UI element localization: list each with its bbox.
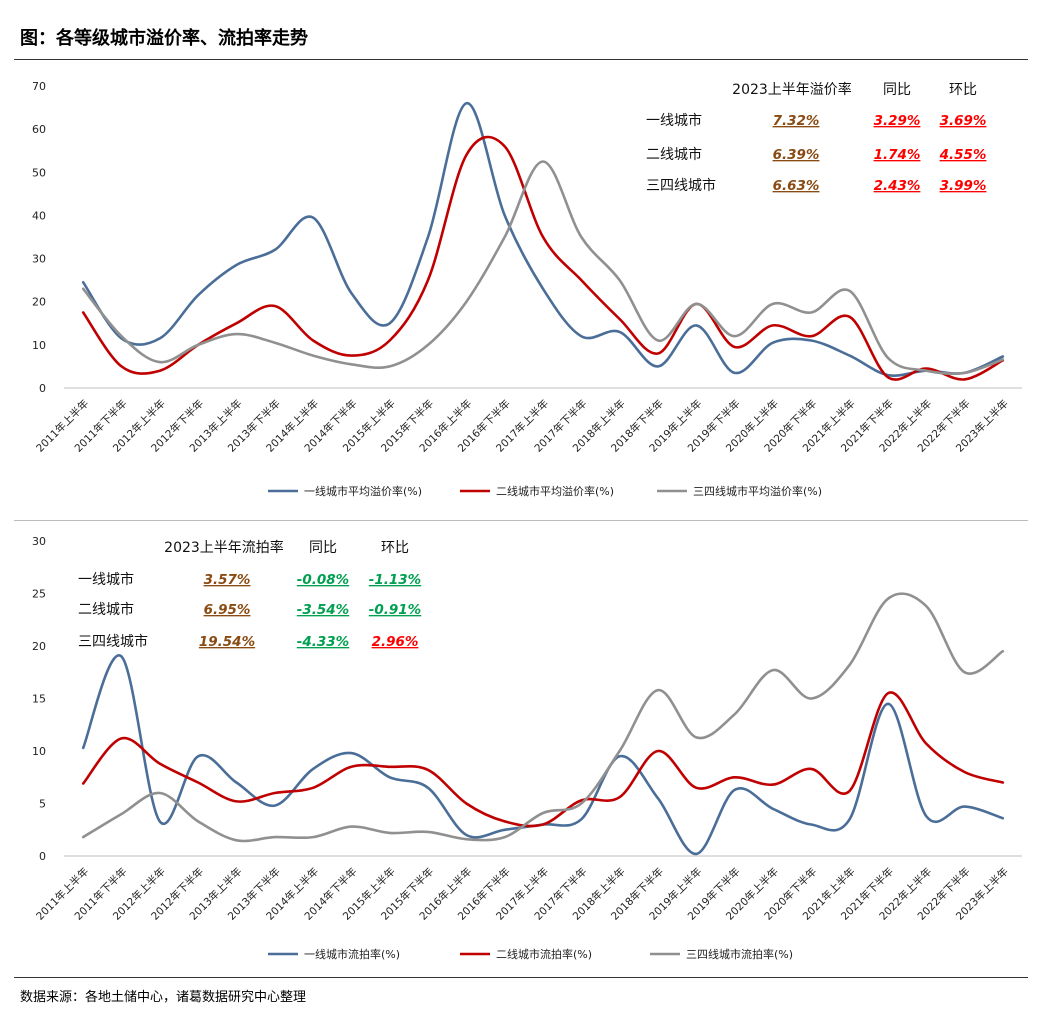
table-mom-value: 2.96% — [372, 634, 419, 650]
legend-label: 一线城市流拍率(%) — [304, 947, 400, 961]
figure-title: 图：各等级城市溢价率、流拍率走势 — [20, 28, 308, 49]
y-tick-label: 30 — [32, 253, 46, 266]
legend-label: 二线城市平均溢价率(%) — [496, 484, 614, 498]
table-mom-value: 3.69% — [940, 113, 987, 129]
y-tick-label: 20 — [32, 640, 46, 653]
y-tick-label: 20 — [32, 296, 46, 309]
legend-label: 三四线城市平均溢价率(%) — [693, 484, 822, 498]
bottom-rule — [14, 977, 1028, 978]
y-tick-label: 60 — [32, 123, 46, 136]
y-tick-label: 5 — [39, 798, 46, 811]
table-rate-value: 3.57% — [204, 572, 251, 588]
y-tick-label: 30 — [32, 535, 46, 548]
table-yoy-value: 2.43% — [874, 178, 921, 194]
series-line-3 — [81, 160, 1005, 376]
middle-rule — [14, 520, 1028, 521]
table-header-yoy: 同比 — [309, 540, 337, 556]
table-city: 二线城市 — [646, 146, 702, 163]
table-city: 三四线城市 — [78, 633, 148, 650]
series-line-2 — [81, 135, 1005, 381]
chart-1: 0102030405060702011年上半年2011年下半年2012年上半年2… — [32, 80, 1022, 498]
table-header-yoy: 同比 — [883, 82, 911, 98]
legend-label: 一线城市平均溢价率(%) — [304, 484, 422, 498]
table-rate-value: 6.95% — [204, 602, 251, 618]
table-city: 二线城市 — [78, 601, 134, 618]
table-rate-value: 6.63% — [773, 178, 820, 194]
table-mom-value: -0.91% — [369, 602, 421, 618]
table-header-rate: 2023上半年溢价率 — [732, 81, 852, 98]
y-tick-label: 50 — [32, 166, 46, 179]
table-city: 三四线城市 — [646, 177, 716, 194]
series-line-3 — [81, 592, 1005, 843]
y-tick-label: 40 — [32, 209, 46, 222]
table-header-mom: 环比 — [381, 540, 409, 556]
table-mom-value: 3.99% — [940, 178, 987, 194]
y-tick-label: 10 — [32, 745, 46, 758]
table-yoy-value: 3.29% — [874, 113, 921, 129]
y-tick-label: 25 — [32, 588, 46, 601]
table-mom-value: 4.55% — [939, 147, 987, 163]
y-tick-label: 70 — [32, 80, 46, 93]
table-city: 一线城市 — [646, 112, 702, 129]
table-rate-value: 6.39% — [773, 147, 820, 163]
y-tick-label: 10 — [32, 339, 46, 352]
source-note: 数据来源：各地土储中心，诸葛数据研究中心整理 — [20, 990, 307, 1005]
table-rate-value: 7.32% — [773, 113, 820, 129]
table-header-rate: 2023上半年流拍率 — [164, 539, 284, 556]
series-line-1 — [81, 102, 1005, 377]
table-yoy-value: -4.33% — [297, 634, 349, 650]
y-tick-label: 0 — [39, 850, 46, 863]
chart-2: 0510152025302011年上半年2011年下半年2012年上半年2012… — [32, 535, 1022, 961]
y-tick-label: 15 — [32, 693, 46, 706]
table-city: 一线城市 — [78, 571, 134, 588]
top-rule — [14, 59, 1028, 60]
legend-label: 三四线城市流拍率(%) — [686, 947, 793, 961]
y-tick-label: 0 — [39, 382, 46, 395]
table-header-mom: 环比 — [949, 82, 977, 98]
table-rate-value: 19.54% — [199, 634, 255, 650]
table-yoy-value: -3.54% — [297, 602, 349, 618]
series-line-2 — [81, 691, 1005, 828]
legend-label: 二线城市流拍率(%) — [496, 947, 592, 961]
table-mom-value: -1.13% — [369, 572, 421, 588]
table-yoy-value: 1.74% — [874, 147, 921, 163]
table-yoy-value: -0.08% — [297, 572, 349, 588]
